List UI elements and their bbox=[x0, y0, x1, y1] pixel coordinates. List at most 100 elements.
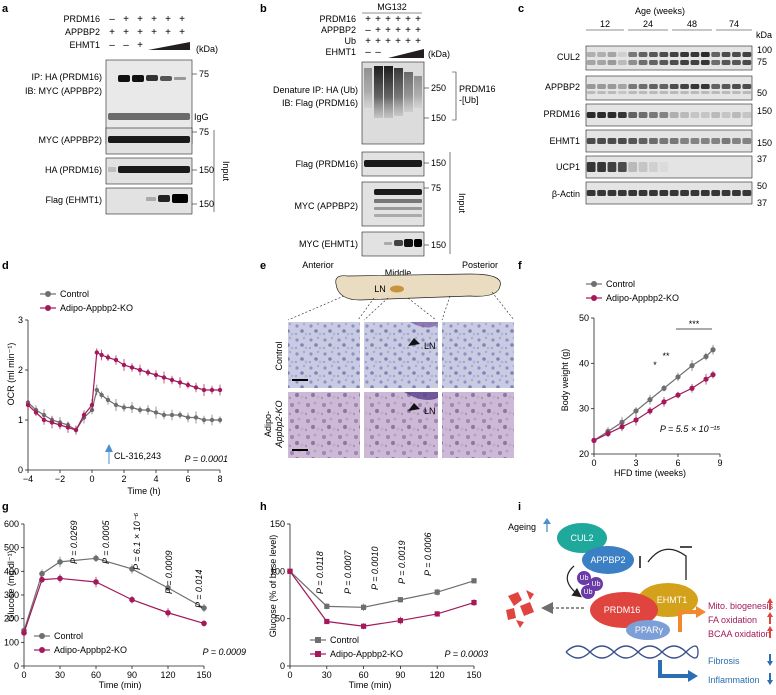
panel-a-ehmt1-wedge bbox=[148, 42, 190, 50]
arrow-up-icon bbox=[767, 598, 773, 610]
data-point bbox=[185, 382, 191, 388]
panel-c-age-48: 48 bbox=[687, 19, 697, 29]
data-point bbox=[153, 372, 159, 378]
panel-letters: a b c d e f g h i bbox=[2, 3, 524, 513]
data-point bbox=[324, 618, 330, 625]
panel-b-label-ip: Denature IP: HA (Ub) bbox=[273, 85, 358, 95]
treatment-sign: + bbox=[415, 36, 421, 47]
panel-h-pvalue-120: P = 0.0019 bbox=[397, 541, 407, 584]
treatment-sign: + bbox=[405, 36, 411, 47]
blot-band bbox=[742, 112, 752, 118]
blot-band bbox=[628, 52, 638, 57]
panel-e-tile-control-middle bbox=[364, 322, 438, 388]
blot-band bbox=[690, 112, 700, 118]
data-point bbox=[703, 353, 709, 360]
panel-g-pvalue-30: P = 0.0269 bbox=[69, 521, 79, 564]
blot-band bbox=[597, 52, 606, 57]
blot-strip bbox=[585, 45, 753, 71]
panel-i-outputs-up: Mito. biogenesis FA oxidation BCAA oxida… bbox=[708, 601, 774, 639]
data-point bbox=[177, 412, 183, 418]
treatment-sign: + bbox=[395, 14, 401, 25]
panel-a-label-igg: IgG bbox=[194, 112, 209, 122]
y-tick-label: 150 bbox=[270, 519, 285, 529]
panel-c-label-prdm16: PRDM16 bbox=[543, 109, 580, 119]
data-point bbox=[177, 380, 183, 385]
blot-band bbox=[680, 138, 689, 144]
panel-e-posterior: Posterior bbox=[462, 260, 498, 270]
panel-c-label-ucp1: UCP1 bbox=[556, 162, 580, 172]
panel-i-down-indicators bbox=[767, 654, 773, 685]
panel-c-age-12: 12 bbox=[600, 19, 610, 29]
blot-band bbox=[690, 190, 700, 196]
blot-strip bbox=[585, 155, 753, 179]
blot-band bbox=[628, 112, 638, 118]
data-point bbox=[675, 392, 681, 398]
blot-band bbox=[597, 60, 606, 65]
y-tick-label: 50 bbox=[275, 614, 285, 624]
blot-band bbox=[607, 91, 617, 94]
blot-band bbox=[732, 112, 741, 118]
panel-h-pvalue-60: P = 0.0007 bbox=[343, 550, 353, 594]
data-point bbox=[201, 417, 207, 423]
panel-f-legend-control: Control bbox=[606, 279, 635, 289]
data-point bbox=[57, 575, 63, 582]
panel-d-pvalue: P = 0.0001 bbox=[185, 454, 228, 464]
panel-e: Anterior Middle Posterior LN LN LN Contr… bbox=[263, 260, 515, 458]
panel-h-ylabel: Glucose (% of base level) bbox=[268, 535, 278, 638]
blot-band bbox=[617, 112, 627, 118]
treatment-sign: + bbox=[385, 36, 391, 47]
panel-a-myc-bands bbox=[108, 136, 190, 143]
panel-h-legend-control: Control bbox=[330, 635, 359, 645]
treatment-sign: + bbox=[123, 27, 129, 38]
dna-helix-icon bbox=[565, 645, 699, 659]
blot-band bbox=[742, 84, 752, 89]
panel-d-annotation: CL-316,243 bbox=[114, 451, 161, 461]
x-tick-label: 4 bbox=[153, 474, 158, 484]
blot-band bbox=[732, 190, 741, 196]
blot-band bbox=[586, 52, 596, 57]
panel-c-marker-37-b: 37 bbox=[757, 198, 767, 208]
blot-band bbox=[669, 91, 679, 94]
panel-g: 0 30 60 90 120 150 0 100 200 300 400 500 600 P = 0.0… bbox=[4, 513, 246, 690]
blot-band bbox=[711, 52, 721, 57]
panel-f-sig-2: ** bbox=[662, 351, 670, 361]
blot-band bbox=[680, 84, 689, 89]
panel-i-prdm16 bbox=[590, 592, 658, 628]
data-point bbox=[105, 355, 111, 360]
blot-band bbox=[628, 162, 638, 172]
y-tick-label: 30 bbox=[579, 404, 589, 414]
panel-i-ub-2: Ub bbox=[592, 581, 601, 588]
panel-a-ip-bands bbox=[108, 75, 190, 120]
series-line-ko bbox=[593, 374, 714, 441]
x-tick-label: 60 bbox=[91, 670, 101, 680]
blot-band bbox=[680, 112, 689, 118]
blot-band bbox=[597, 91, 606, 94]
blot-band bbox=[700, 84, 710, 89]
panel-e-lymph-node bbox=[390, 285, 404, 293]
blot-band bbox=[628, 84, 638, 89]
data-point bbox=[169, 412, 175, 418]
panel-a-marker-150-flag: 150 bbox=[199, 199, 214, 209]
panel-f-ylabel: Body weight (g) bbox=[560, 349, 570, 412]
treatment-sign: + bbox=[165, 27, 171, 38]
y-tick-label: 0 bbox=[14, 661, 19, 671]
data-point bbox=[49, 420, 55, 425]
panel-g-pvalue-60: P = 0.0005 bbox=[101, 520, 111, 564]
blot-band bbox=[669, 190, 679, 196]
panel-letter-f: f bbox=[518, 260, 522, 272]
panel-letter-h: h bbox=[260, 501, 267, 513]
data-point bbox=[145, 407, 151, 413]
blot-band bbox=[700, 60, 710, 65]
panel-b-kda-label: (kDa) bbox=[428, 49, 450, 59]
data-point bbox=[129, 405, 135, 410]
panel-h-pvalue-150: P = 0.0006 bbox=[423, 533, 433, 576]
x-tick-label: 120 bbox=[430, 670, 445, 680]
panel-letter-g: g bbox=[2, 501, 9, 513]
series-line-control bbox=[593, 349, 714, 441]
panel-letter-i: i bbox=[518, 501, 521, 513]
panel-i-cul2-label: CUL2 bbox=[570, 533, 593, 543]
treatment-sign: – bbox=[375, 47, 381, 58]
panel-i-appbp2-label: APPBP2 bbox=[590, 555, 625, 565]
data-point bbox=[57, 559, 63, 565]
treatment-sign: + bbox=[137, 40, 143, 51]
